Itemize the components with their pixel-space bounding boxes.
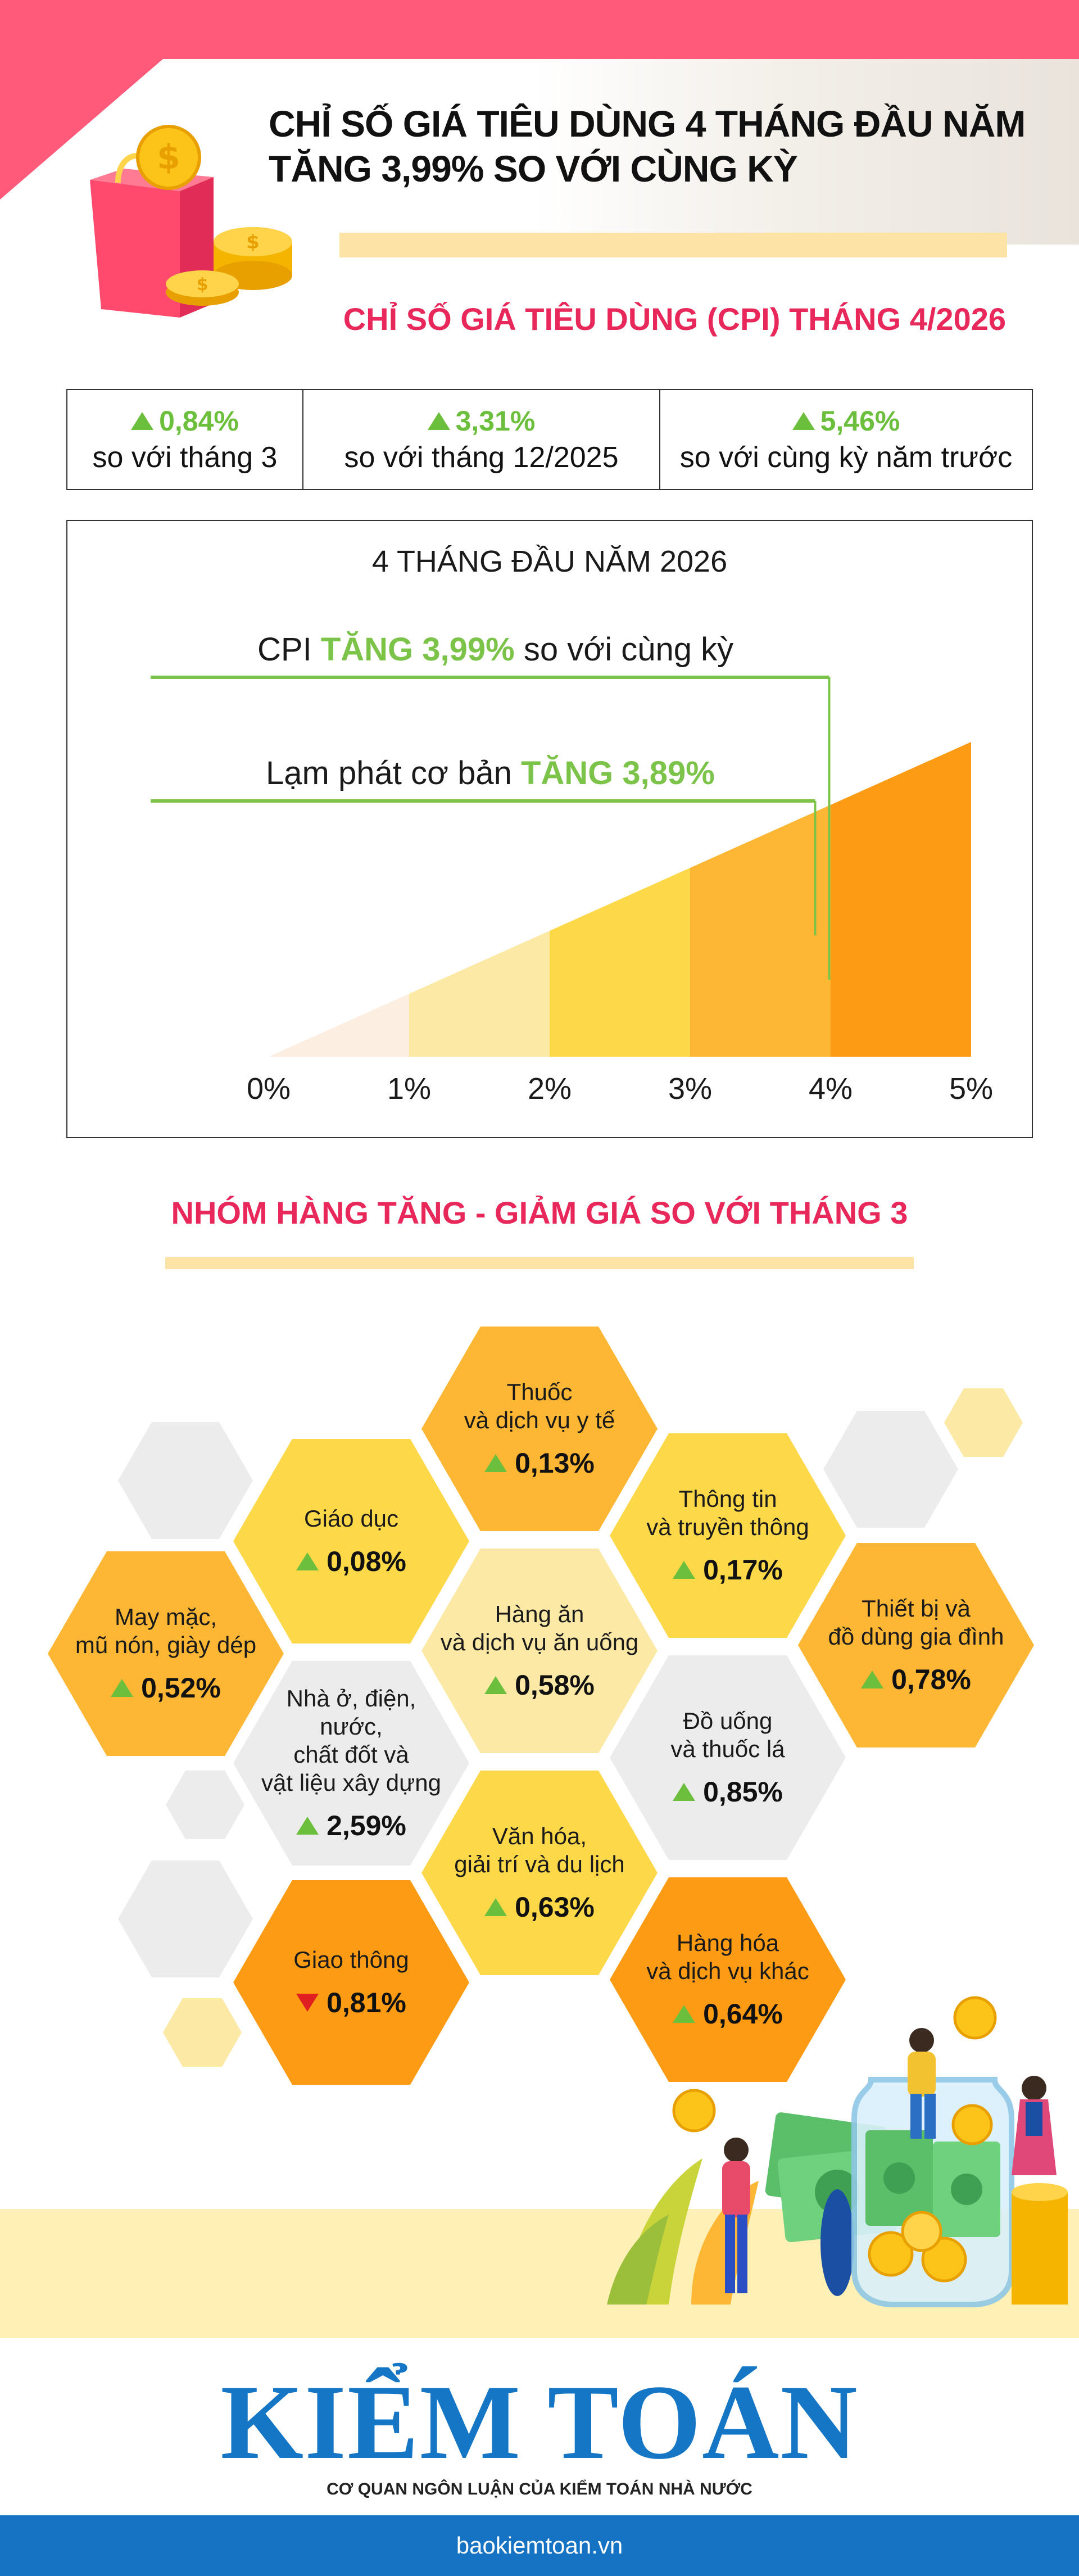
up-arrow-icon bbox=[296, 1552, 319, 1570]
footer-bar: baokiemtoan.vn bbox=[0, 2515, 1079, 2576]
group-name: Thuốc và dịch vụ y tế bbox=[464, 1379, 615, 1433]
x-tick-label: 0% bbox=[247, 1072, 291, 1106]
cpi-chart-frame bbox=[66, 520, 1033, 1138]
up-arrow-icon bbox=[427, 412, 450, 430]
group-hexagon: Nhà ở, điện, nước, chất đốt và vật liệu xây… bbox=[233, 1661, 469, 1866]
up-arrow-icon bbox=[673, 1561, 696, 1579]
shopping-bag-coins-icon: $ $ $ bbox=[90, 125, 292, 318]
annotation-label: CPI TĂNG 3,99% so với cùng kỳ bbox=[257, 631, 733, 668]
up-arrow-icon bbox=[861, 1670, 884, 1688]
group-value: 0,85% bbox=[703, 1776, 783, 1808]
cpi-stat-table: 0,84% so với tháng 3 3,31% so với tháng … bbox=[66, 389, 1033, 490]
people-money-jar-illustration bbox=[607, 1996, 1068, 2307]
group-value: 0,63% bbox=[515, 1891, 595, 1923]
group-name: Nhà ở, điện, nước, chất đốt và vật liệu xây… bbox=[261, 1685, 441, 1796]
group-hexagon: Hàng ăn và dịch vụ ăn uống 0,58% bbox=[421, 1549, 658, 1753]
group-name: May mặc, mũ nón, giày dép bbox=[75, 1604, 257, 1658]
stat-cell-year: 5,46% so với cùng kỳ năm trước bbox=[660, 390, 1032, 489]
chart-band-3 bbox=[690, 805, 831, 1057]
up-arrow-icon bbox=[484, 1676, 507, 1694]
stat-value: 5,46% bbox=[820, 405, 900, 437]
decor-hexagon bbox=[163, 1998, 242, 2067]
group-hexagon: May mặc, mũ nón, giày dép 0,52% bbox=[48, 1551, 284, 1756]
group-value: 0,17% bbox=[703, 1554, 783, 1586]
group-value: 0,64% bbox=[703, 1998, 783, 2030]
group-value: 0,08% bbox=[327, 1546, 406, 1577]
decor-hexagon bbox=[823, 1411, 958, 1528]
x-tick-label: 2% bbox=[528, 1072, 572, 1106]
group-value: 2,59% bbox=[327, 1810, 406, 1841]
group-value: 0,13% bbox=[515, 1447, 595, 1479]
up-arrow-icon bbox=[673, 2005, 696, 2023]
group-name: Giao thông bbox=[293, 1946, 409, 1973]
chart-band-1 bbox=[409, 931, 550, 1057]
down-arrow-icon bbox=[296, 1994, 319, 2012]
groups-heading: NHÓM HÀNG TĂNG - GIẢM GIÁ SO VỚI THÁNG 3 bbox=[171, 1195, 908, 1230]
header-background bbox=[90, 59, 1079, 245]
chart-title: 4 THÁNG ĐẦU NĂM 2026 bbox=[372, 545, 727, 578]
footer-url-link[interactable]: baokiemtoan.vn bbox=[456, 2532, 623, 2559]
group-value: 0,58% bbox=[515, 1669, 595, 1701]
group-hexagon: Thông tin và truyền thông 0,17% bbox=[610, 1433, 846, 1638]
group-value: 0,78% bbox=[891, 1664, 971, 1695]
x-tick-label: 3% bbox=[668, 1072, 712, 1106]
top-accent-bar bbox=[0, 0, 1079, 59]
decor-hexagon bbox=[166, 1771, 244, 1839]
group-name: Thiết bị và đồ dùng gia đình bbox=[828, 1595, 1004, 1650]
stat-label: so với cùng kỳ năm trước bbox=[679, 441, 1013, 474]
page-title: CHỈ SỐ GIÁ TIÊU DÙNG 4 THÁNG ĐẦU NĂM TĂN… bbox=[269, 101, 1055, 191]
stat-value: 0,84% bbox=[159, 405, 239, 437]
groups-underline bbox=[165, 1257, 914, 1269]
group-name: Thông tin và truyền thông bbox=[646, 1486, 809, 1540]
stat-label: so với tháng 3 bbox=[92, 441, 278, 474]
group-name: Văn hóa, giải trí và du lịch bbox=[454, 1823, 625, 1877]
svg-text:$: $ bbox=[157, 138, 180, 177]
group-name: Giáo dục bbox=[303, 1505, 399, 1532]
chart-band-4 bbox=[831, 742, 971, 1057]
chart-band-0 bbox=[269, 994, 409, 1057]
brand-tagline: CƠ QUAN NGÔN LUẬN CỦA KIỂM TOÁN NHÀ NƯỚC bbox=[327, 2480, 752, 2498]
brand-logo: KIỂM TOÁN bbox=[220, 2364, 859, 2482]
up-arrow-icon bbox=[673, 1783, 696, 1801]
x-tick-label: 1% bbox=[387, 1072, 431, 1106]
cpi-heading: CHỈ SỐ GIÁ TIÊU DÙNG (CPI) THÁNG 4/2026 bbox=[343, 301, 1006, 337]
group-hexagon: Thiết bị và đồ dùng gia đình 0,78% bbox=[798, 1543, 1034, 1747]
group-name: Hàng hóa và dịch vụ khác bbox=[646, 1930, 809, 1984]
up-arrow-icon bbox=[484, 1898, 507, 1916]
group-value: 0,81% bbox=[327, 1987, 406, 2018]
group-name: Đồ uống và thuốc lá bbox=[670, 1708, 785, 1762]
up-arrow-icon bbox=[131, 412, 154, 430]
svg-text:$: $ bbox=[246, 231, 260, 253]
title-line-2: TĂNG 3,99% SO VỚI CÙNG KỲ bbox=[269, 148, 798, 189]
stat-cell-month: 0,84% so với tháng 3 bbox=[67, 390, 303, 489]
up-arrow-icon bbox=[792, 412, 815, 430]
chart-band-2 bbox=[550, 868, 690, 1057]
x-tick-label: 5% bbox=[949, 1072, 993, 1106]
cpi-chart: 4 THÁNG ĐẦU NĂM 2026 0% 1% 2% 3% 4% 5% CPI TĂ… bbox=[151, 545, 993, 1106]
stat-label: so với tháng 12/2025 bbox=[344, 441, 619, 474]
group-name: Hàng ăn và dịch vụ ăn uống bbox=[440, 1601, 639, 1655]
group-hexagon: Giao thông 0,81% bbox=[233, 1880, 469, 2085]
decor-hexagon bbox=[118, 1422, 253, 1539]
group-hexagon: Văn hóa, giải trí và du lịch 0,63% bbox=[421, 1771, 658, 1975]
title-line-1: CHỈ SỐ GIÁ TIÊU DÙNG 4 THÁNG ĐẦU NĂM bbox=[269, 103, 1026, 144]
x-tick-label: 4% bbox=[809, 1072, 853, 1106]
decor-hexagon bbox=[944, 1388, 1023, 1457]
annotation-label: Lạm phát cơ bản TĂNG 3,89% bbox=[266, 755, 715, 791]
group-hexagon: Thuốc và dịch vụ y tế 0,13% bbox=[421, 1327, 658, 1531]
svg-text:$: $ bbox=[197, 275, 208, 295]
group-hexagon: Đồ uống và thuốc lá 0,85% bbox=[610, 1655, 846, 1860]
title-underline bbox=[339, 233, 1007, 257]
stat-value: 3,31% bbox=[455, 405, 536, 437]
stat-cell-december: 3,31% so với tháng 12/2025 bbox=[303, 390, 660, 489]
up-arrow-icon bbox=[296, 1817, 319, 1835]
group-hexagon: Hàng hóa và dịch vụ khác 0,64% bbox=[610, 1877, 846, 2082]
group-value: 0,52% bbox=[141, 1672, 221, 1704]
group-hexagon: Giáo dục 0,08% bbox=[233, 1439, 469, 1644]
decor-hexagon bbox=[118, 1860, 253, 1977]
up-arrow-icon bbox=[111, 1679, 134, 1697]
up-arrow-icon bbox=[484, 1454, 507, 1472]
